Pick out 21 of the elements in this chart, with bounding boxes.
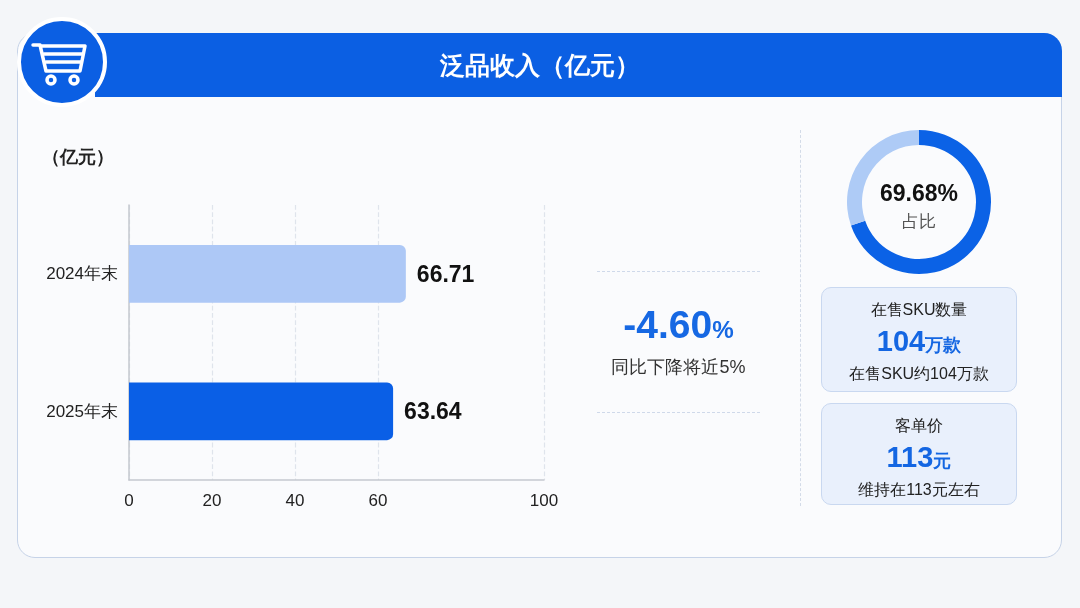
data-label: 63.64 (404, 398, 462, 425)
x-tick-label: 20 (202, 491, 222, 510)
text: -4.60% (623, 303, 734, 346)
text: 占比 (902, 211, 936, 231)
data-label: 69.68% (879, 180, 959, 206)
text: 在售SKU数量 (869, 300, 969, 320)
x-tick-label: 0 (124, 491, 134, 510)
x-tick-label: 60 (368, 491, 388, 510)
chart-title: 泛品收入（亿元） (438, 50, 641, 81)
x-axis-title: （亿元） (42, 147, 114, 167)
y-tick-label: 2024年末 (46, 264, 118, 284)
text: 客单价 (894, 416, 944, 436)
text: 同比下降将近5% (610, 356, 747, 379)
x-tick-label: 40 (285, 491, 305, 510)
x-tick-label: 100 (529, 491, 559, 510)
text: 维持在113元左右 (857, 480, 981, 500)
y-tick-label: 2025年末 (46, 401, 118, 421)
data-label: 66.71 (416, 260, 475, 287)
text: 113元 (886, 441, 952, 473)
text: 104万款 (876, 325, 962, 357)
text: 在售SKU约104万款 (848, 364, 990, 384)
